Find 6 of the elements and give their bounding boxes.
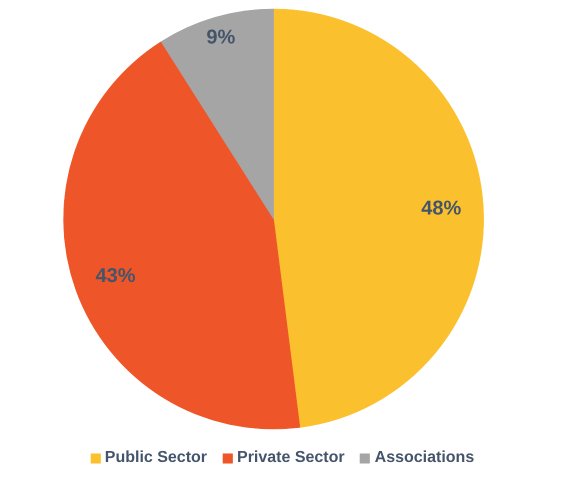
- legend-label: Associations: [374, 449, 474, 467]
- legend-label: Private Sector: [237, 449, 345, 467]
- data-label: 43%: [95, 264, 136, 287]
- data-label: 9%: [206, 26, 236, 48]
- data-label: 48%: [421, 197, 462, 220]
- legend-label: Public Sector: [104, 449, 208, 467]
